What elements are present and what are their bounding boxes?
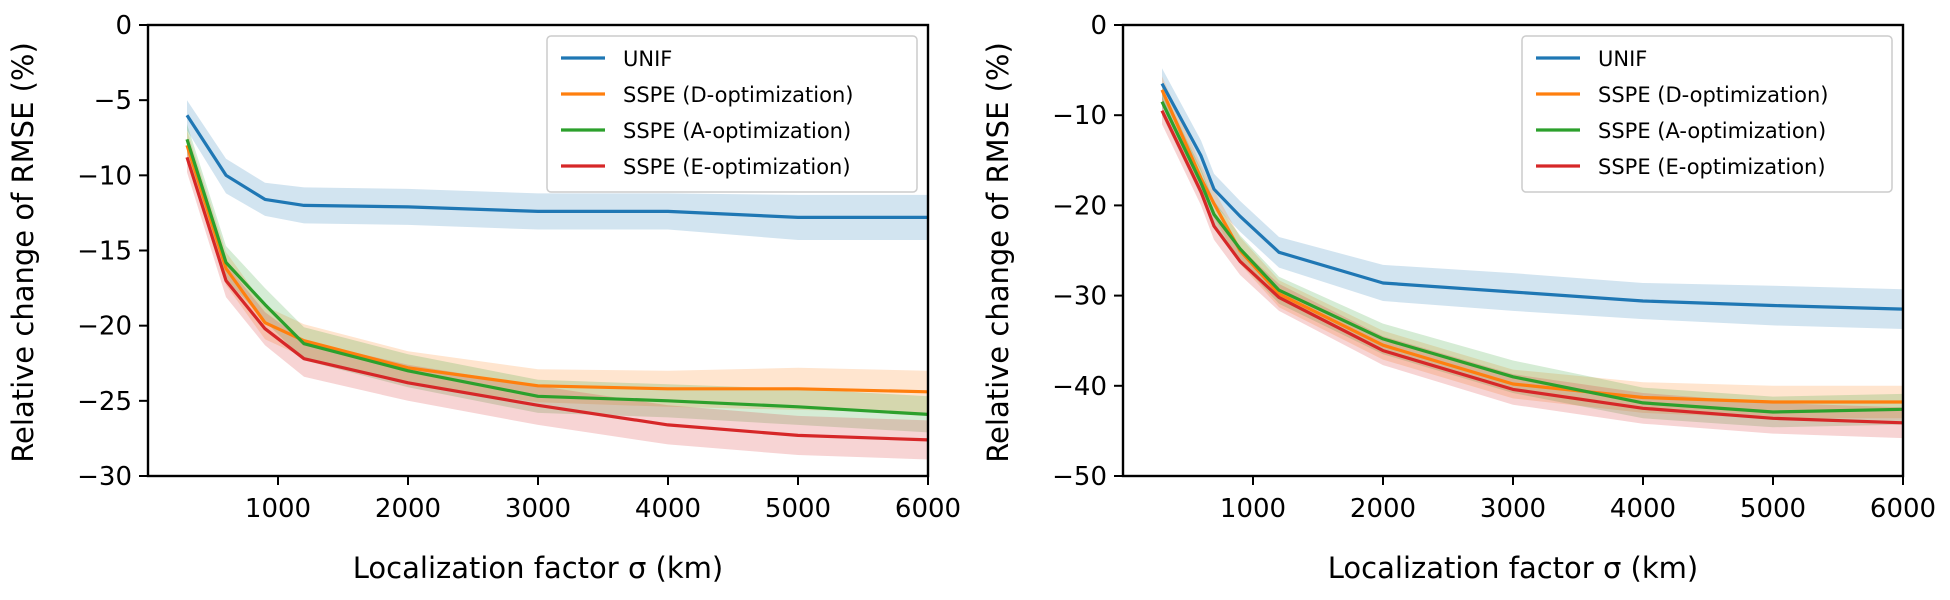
- y-tick-label: −20: [1052, 191, 1107, 221]
- y-tick-label: 0: [115, 11, 132, 41]
- y-tick-label: −5: [94, 86, 132, 116]
- x-tick-label: 5000: [765, 494, 831, 524]
- series-line-sspe-a-optimization: [1160, 101, 1904, 414]
- band-sspe-e-optimization: [187, 142, 928, 460]
- series-line-sspe-a-optimization: [185, 138, 929, 416]
- x-axis-label: Localization factor σ (km): [353, 551, 723, 585]
- legend: UNIF SSPE (D-optimization) SSPE (A-optimiz…: [1521, 35, 1893, 193]
- legend-label-sspe-a-optimization: SSPE (A-optimization): [1598, 119, 1826, 143]
- series-line-unif: [185, 114, 928, 219]
- chart-panel-left: 0 −5 −10 −15 −20 −25 −30 1000 2000 3000 4000 5000 60…: [6, 11, 961, 585]
- chart-panel-right: 0 −10 −20 −30 −40 −50 1000 2000 3000 4000 5000 6000…: [981, 11, 1936, 585]
- legend-label-sspe-e-optimization: SSPE (E-optimization): [1598, 155, 1826, 179]
- band-sspe-a-optimization: [187, 124, 928, 433]
- y-tick-label: −20: [77, 312, 132, 342]
- y-axis-label: Relative change of RMSE (%): [6, 42, 40, 463]
- legend-label-unif: UNIF: [1598, 47, 1647, 71]
- series-line-sspe-d-optimization: [185, 144, 929, 394]
- x-tick-label: 5000: [1740, 494, 1806, 524]
- legend-box: [1521, 35, 1893, 193]
- legend-label-sspe-a-optimization: SSPE (A-optimization): [623, 119, 851, 143]
- series-line-sspe-d-optimization: [1160, 89, 1903, 404]
- legend-label-unif: UNIF: [623, 47, 672, 71]
- y-tick-label: 0: [1090, 11, 1107, 41]
- y-tick-label: −30: [1052, 282, 1107, 312]
- series-line-sspe-e-optimization: [185, 156, 929, 442]
- legend-label-sspe-d-optimization: SSPE (D-optimization): [623, 83, 853, 107]
- y-tick-label: −25: [77, 387, 132, 417]
- y-tick-label: −15: [77, 237, 132, 267]
- x-tick-label: 1000: [1220, 494, 1286, 524]
- legend-label-sspe-d-optimization: SSPE (D-optimization): [1598, 83, 1828, 107]
- x-tick-label: 2000: [375, 494, 441, 524]
- x-tick-label: 2000: [1350, 494, 1416, 524]
- series-line-unif: [1160, 82, 1904, 311]
- legend-box: [546, 35, 918, 193]
- x-tick-label: 1000: [245, 494, 311, 524]
- x-tick-label: 4000: [1610, 494, 1676, 524]
- y-tick-label: −50: [1052, 462, 1107, 492]
- y-tick-label: −10: [77, 161, 132, 191]
- x-tick-label: 3000: [505, 494, 571, 524]
- y-tick-label: −30: [77, 462, 132, 492]
- band-sspe-d-optimization: [187, 130, 928, 413]
- x-axis-label: Localization factor σ (km): [1328, 551, 1698, 585]
- y-axis-label: Relative change of RMSE (%): [981, 42, 1015, 463]
- legend-label-sspe-e-optimization: SSPE (E-optimization): [623, 155, 851, 179]
- x-tick-label: 4000: [635, 494, 701, 524]
- x-tick-label: 6000: [1870, 494, 1936, 524]
- x-tick-label: 3000: [1480, 494, 1546, 524]
- y-tick-label: −10: [1052, 101, 1107, 131]
- y-tick-label: −40: [1052, 372, 1107, 402]
- series-line-sspe-e-optimization: [1160, 110, 1904, 425]
- x-tick-label: 6000: [895, 494, 961, 524]
- band-unif: [1162, 68, 1903, 330]
- legend: UNIF SSPE (D-optimization) SSPE (A-optimiz…: [546, 35, 918, 193]
